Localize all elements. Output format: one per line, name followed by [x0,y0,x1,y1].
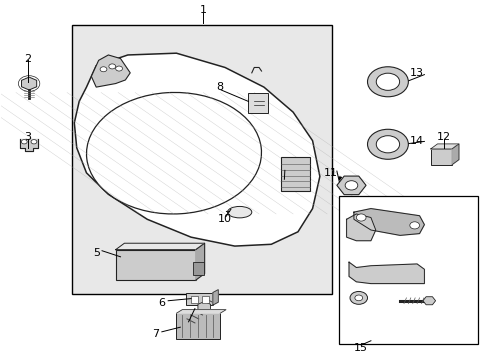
Text: 13: 13 [409,68,423,78]
Polygon shape [451,144,458,165]
Circle shape [375,136,399,153]
FancyBboxPatch shape [116,249,196,280]
Circle shape [21,140,27,144]
Circle shape [409,222,419,229]
PathPatch shape [74,53,319,246]
FancyBboxPatch shape [191,296,198,303]
Text: 6: 6 [158,298,165,308]
FancyBboxPatch shape [176,313,220,339]
Polygon shape [430,144,458,149]
Text: 10: 10 [218,214,232,224]
Ellipse shape [86,93,261,214]
Circle shape [375,73,399,90]
Circle shape [356,214,366,221]
Text: 9: 9 [279,175,286,185]
Text: 12: 12 [436,132,450,142]
Bar [72,24,331,294]
Text: 5: 5 [93,248,100,258]
Text: 4: 4 [184,320,192,330]
Polygon shape [346,214,375,241]
FancyBboxPatch shape [193,262,203,275]
Circle shape [367,67,407,97]
Polygon shape [91,55,130,87]
Circle shape [100,67,107,72]
Text: 14: 14 [409,136,423,146]
Circle shape [349,292,367,304]
FancyBboxPatch shape [186,293,212,305]
Circle shape [345,181,357,190]
FancyBboxPatch shape [201,296,208,303]
Text: 15: 15 [353,343,367,353]
Circle shape [367,129,407,159]
Ellipse shape [227,206,251,218]
FancyBboxPatch shape [430,149,451,165]
Text: 11: 11 [324,168,337,178]
Circle shape [31,140,37,144]
FancyBboxPatch shape [247,93,268,113]
Polygon shape [212,290,218,305]
Polygon shape [176,310,225,313]
Text: 8: 8 [216,82,224,92]
FancyBboxPatch shape [281,157,309,191]
Text: 1: 1 [199,5,206,15]
Text: 2: 2 [24,54,32,64]
Polygon shape [353,208,424,235]
Circle shape [354,295,362,301]
Text: 3: 3 [24,132,32,142]
Polygon shape [20,139,38,152]
Text: 7: 7 [152,329,159,339]
Circle shape [116,66,122,71]
Polygon shape [196,243,204,280]
Circle shape [109,64,116,69]
Bar [339,196,477,344]
Polygon shape [348,262,424,284]
